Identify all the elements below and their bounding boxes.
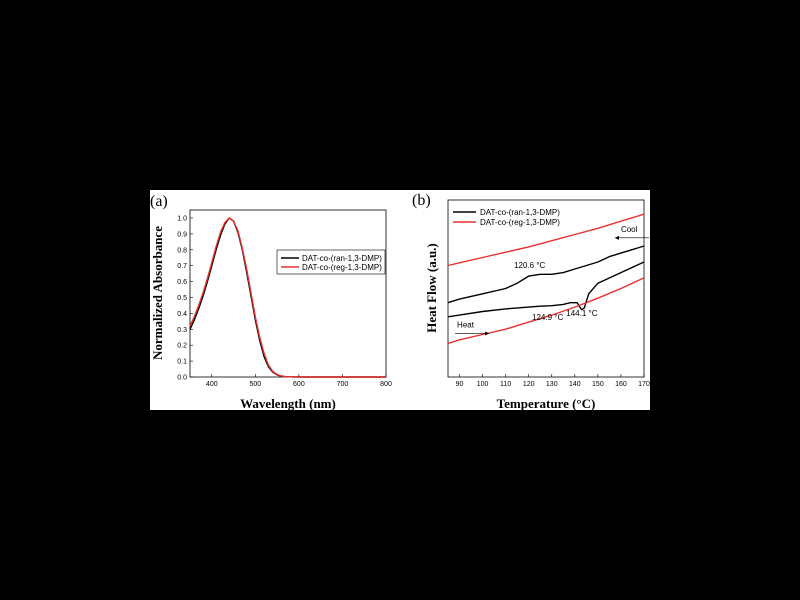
y-tick-label-a: 0.7 [177,263,187,270]
legend-label-ran-b: DAT-co-(ran-1,3-DMP) [480,208,560,217]
x-tick-label-a: 500 [249,381,261,388]
plot-frame-b [447,199,645,378]
annotation-cool: Cool [621,225,638,234]
panel-label-a: (a) [150,193,168,210]
x-tick-label-a: 600 [293,381,305,388]
legend-label-ran-a: DAT-co-(ran-1,3-DMP) [302,254,382,263]
x-tick-label-a: 400 [206,381,218,388]
y-tick-label-a: 0.1 [177,359,187,366]
y-tick-label-a: 0.2 [177,343,187,350]
x-tick-label-b: 170 [638,381,650,388]
legend-label-reg-a: DAT-co-(reg-1,3-DMP) [302,263,382,272]
series-line-b-0 [447,245,645,304]
series-line-b-2 [447,213,645,267]
cool-arrow-head [614,235,619,240]
x-tick-label-a: 800 [380,381,392,388]
series-line-a-1 [189,217,386,378]
y-tick-label-a: 1.0 [177,215,187,222]
y-tick-label-a: 0.9 [177,231,187,238]
x-tick-label-b: 130 [546,381,558,388]
series-line-b-3 [447,277,645,345]
y-tick-label-a: 0.3 [177,327,187,334]
x-tick-label-b: 120 [523,381,535,388]
x-tick-label-b: 110 [500,381,511,388]
y-tick-label-a: 0.0 [177,375,187,382]
legend-b: DAT-co-(ran-1,3-DMP) DAT-co-(reg-1,3-DMP… [453,208,560,227]
x-tick-label-b: 140 [569,381,581,388]
figure-svg: (a) (b) 400 500 600 700 800 0.0 0.1 0.2 0.3 0.4 0.… [150,192,650,411]
heat-arrow-head [485,331,490,336]
figure: (a) (b) 400 500 600 700 800 0.0 0.1 0.2 0.3 0.4 0.… [150,190,650,411]
annotation-temperature: 120.6 °C [514,261,545,270]
dsc-chart: 90 100 110 120 130 140 150 160 170 DAT-co-(ran-1… [424,199,650,411]
x-tick-label-b: 90 [456,381,464,388]
annotation-temperature: 124.9 °C [532,313,563,322]
annotation-temperature: 144.1 °C [566,309,597,318]
series-line-a-0 [189,217,386,378]
y-tick-label-a: 0.4 [177,311,187,318]
legend-box-a [276,249,386,275]
legend-a: DAT-co-(ran-1,3-DMP) DAT-co-(reg-1,3-DMP… [276,249,386,275]
x-tick-label-a: 700 [337,381,349,388]
y-axis-title-a: Normalized Absorbance [150,226,165,360]
x-axis-title-a: Wavelength (nm) [240,396,336,410]
x-tick-label-b: 150 [592,381,604,388]
y-tick-label-a: 0.5 [177,295,187,302]
y-tick-label-a: 0.8 [177,247,187,254]
panel-label-b: (b) [412,192,431,209]
annotation-heat: Heat [457,320,475,329]
series-line-b-1 [447,261,645,318]
y-axis-title-b: Heat Flow (a.u.) [424,243,439,333]
x-tick-label-b: 160 [615,381,627,388]
x-tick-label-b: 100 [477,381,489,388]
legend-label-reg-b: DAT-co-(reg-1,3-DMP) [480,218,560,227]
y-tick-label-a: 0.6 [177,279,187,286]
absorbance-chart: 400 500 600 700 800 0.0 0.1 0.2 0.3 0.4 0.5 0.6 0.7 0… [150,209,392,411]
x-axis-title-b: Temperature (°C) [497,396,596,410]
